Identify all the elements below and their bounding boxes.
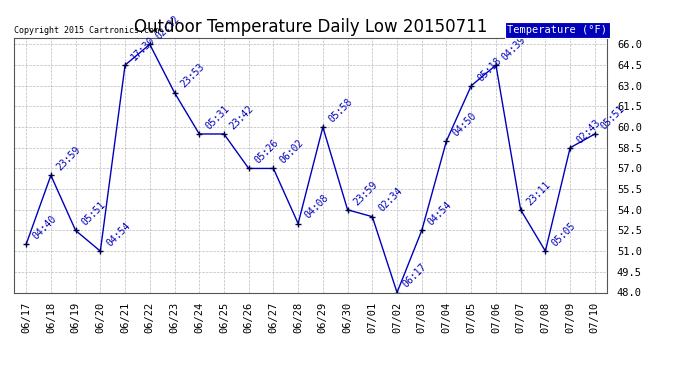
Text: 23:59: 23:59 <box>352 179 380 207</box>
Text: 05:18: 05:18 <box>475 55 503 83</box>
Text: 04:39: 04:39 <box>500 34 528 62</box>
Text: 02:32: 02:32 <box>154 14 181 42</box>
Text: 04:40: 04:40 <box>30 214 58 242</box>
Text: 17:30: 17:30 <box>129 34 157 62</box>
Text: 02:34: 02:34 <box>377 186 404 214</box>
Text: 23:53: 23:53 <box>179 62 206 90</box>
Text: 23:42: 23:42 <box>228 104 256 131</box>
Text: 05:31: 05:31 <box>204 104 231 131</box>
Text: 02:43: 02:43 <box>574 117 602 145</box>
Title: Outdoor Temperature Daily Low 20150711: Outdoor Temperature Daily Low 20150711 <box>134 18 487 36</box>
Text: 05:51: 05:51 <box>80 200 108 228</box>
Text: 05:51: 05:51 <box>599 104 627 131</box>
Text: 05:26: 05:26 <box>253 138 281 166</box>
Text: 04:54: 04:54 <box>426 200 454 228</box>
Text: 06:02: 06:02 <box>277 138 306 166</box>
Text: 06:17: 06:17 <box>401 262 429 290</box>
Text: 23:11: 23:11 <box>525 179 553 207</box>
Text: 05:58: 05:58 <box>327 96 355 124</box>
Text: Temperature (°F): Temperature (°F) <box>507 25 607 35</box>
Text: 23:59: 23:59 <box>55 145 83 172</box>
Text: 05:05: 05:05 <box>549 220 578 248</box>
Text: 04:54: 04:54 <box>104 220 132 248</box>
Text: Copyright 2015 Cartronics.com: Copyright 2015 Cartronics.com <box>14 26 159 35</box>
Text: 04:08: 04:08 <box>302 193 330 221</box>
Text: 04:50: 04:50 <box>451 110 478 138</box>
